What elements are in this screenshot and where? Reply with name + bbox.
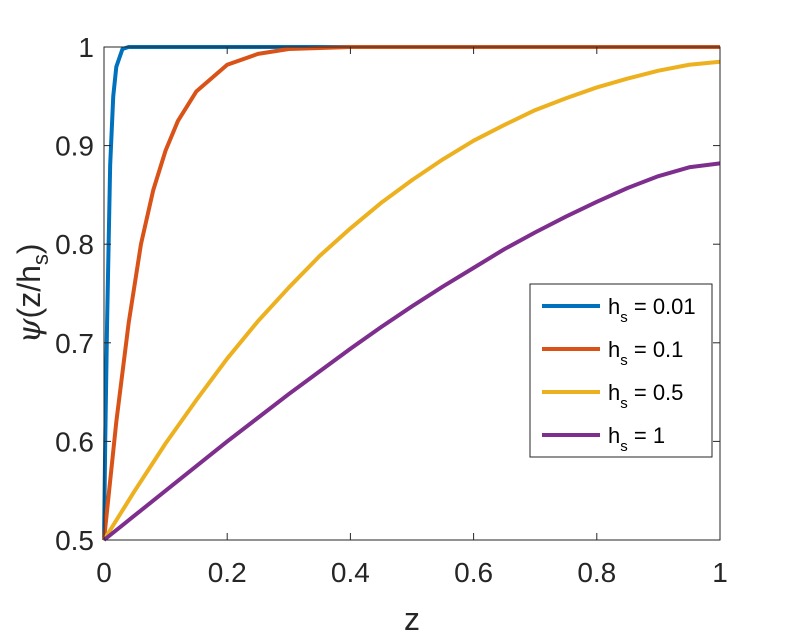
legend-label-1: hs = 0.1 <box>608 337 683 369</box>
axes-layer: 0 0.2 0.4 0.6 0.8 1 0.5 0.6 0.7 0.8 0.9 1 z ψ(z/hs) <box>10 32 728 637</box>
legend-label-3: hs = 1 <box>608 423 665 455</box>
legend-label-2: hs = 0.5 <box>608 380 683 412</box>
legend-label-0: hs = 0.01 <box>608 294 696 326</box>
axes-frame <box>103 46 721 541</box>
series-line-2 <box>102 59 721 542</box>
legend-box <box>529 283 713 458</box>
x-axis-label: z <box>404 601 420 637</box>
x-tick-label: 0 <box>96 557 112 588</box>
y-tick-label: 0.5 <box>55 525 94 556</box>
x-tick-label: 0.6 <box>454 557 493 588</box>
y-tick-label: 1 <box>78 32 94 63</box>
x-tick-label: 0.8 <box>577 557 616 588</box>
series-line-3 <box>102 161 721 542</box>
x-tick-label: 0.2 <box>208 557 247 588</box>
x-tick-label: 0.4 <box>331 557 370 588</box>
y-tick-label: 0.8 <box>55 229 94 260</box>
y-tick-label: 0.9 <box>55 131 94 162</box>
legend: hs = 0.01 hs = 0.1 hs = 0.5 hs = 1 <box>529 283 713 458</box>
y-tick-label: 0.6 <box>55 426 94 457</box>
x-tick-label: 1 <box>712 557 728 588</box>
y-tick-label: 0.7 <box>55 328 94 359</box>
y-axis-label: ψ(z/hs) <box>10 243 53 343</box>
